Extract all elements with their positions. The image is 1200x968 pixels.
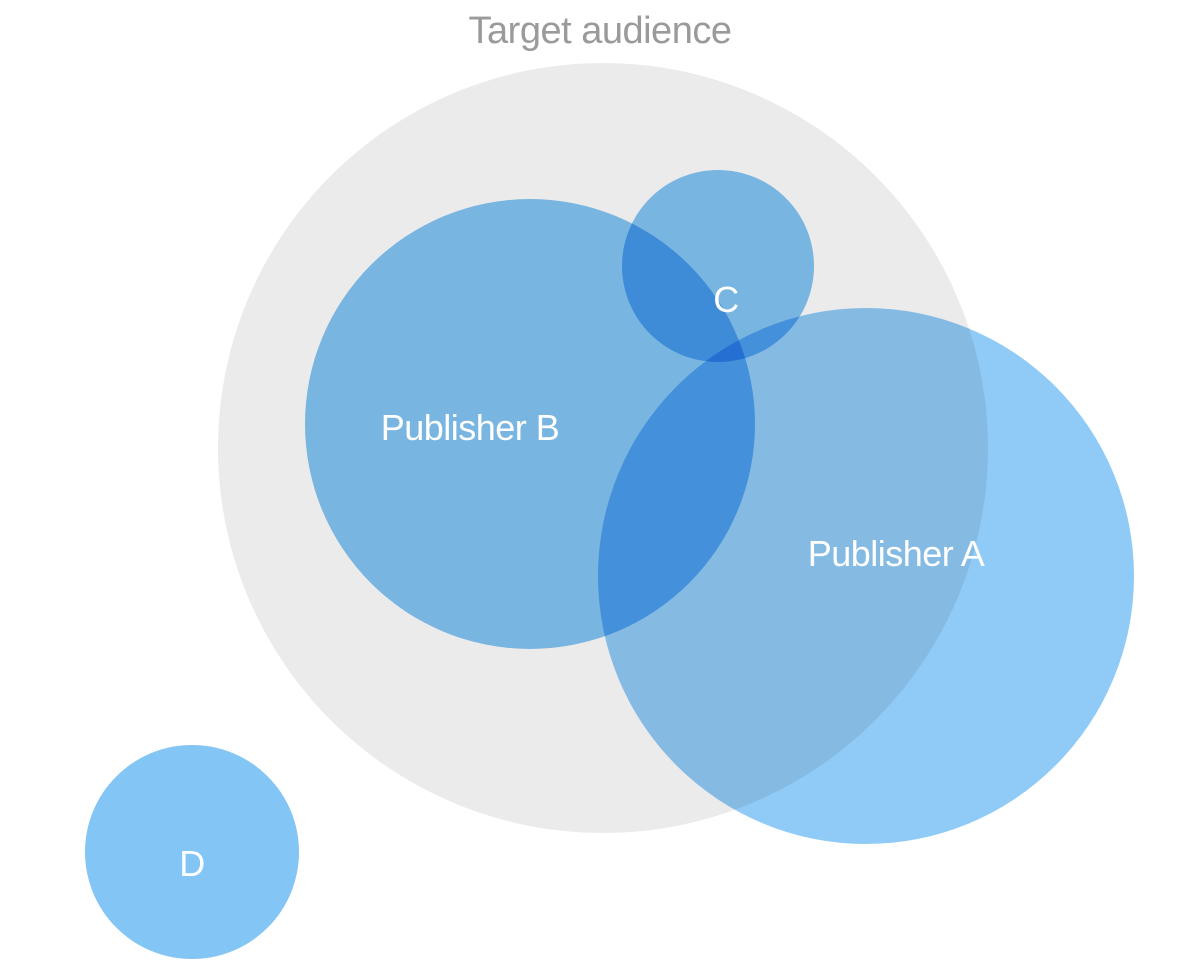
d-label: D — [179, 843, 205, 885]
c-circle — [622, 170, 814, 362]
publisher-a-circle — [598, 308, 1134, 844]
c-label: C — [713, 279, 739, 321]
diagram-title: Target audience — [469, 10, 732, 53]
publisher-b-label: Publisher B — [381, 407, 560, 449]
publisher-a-label: Publisher A — [808, 533, 985, 575]
